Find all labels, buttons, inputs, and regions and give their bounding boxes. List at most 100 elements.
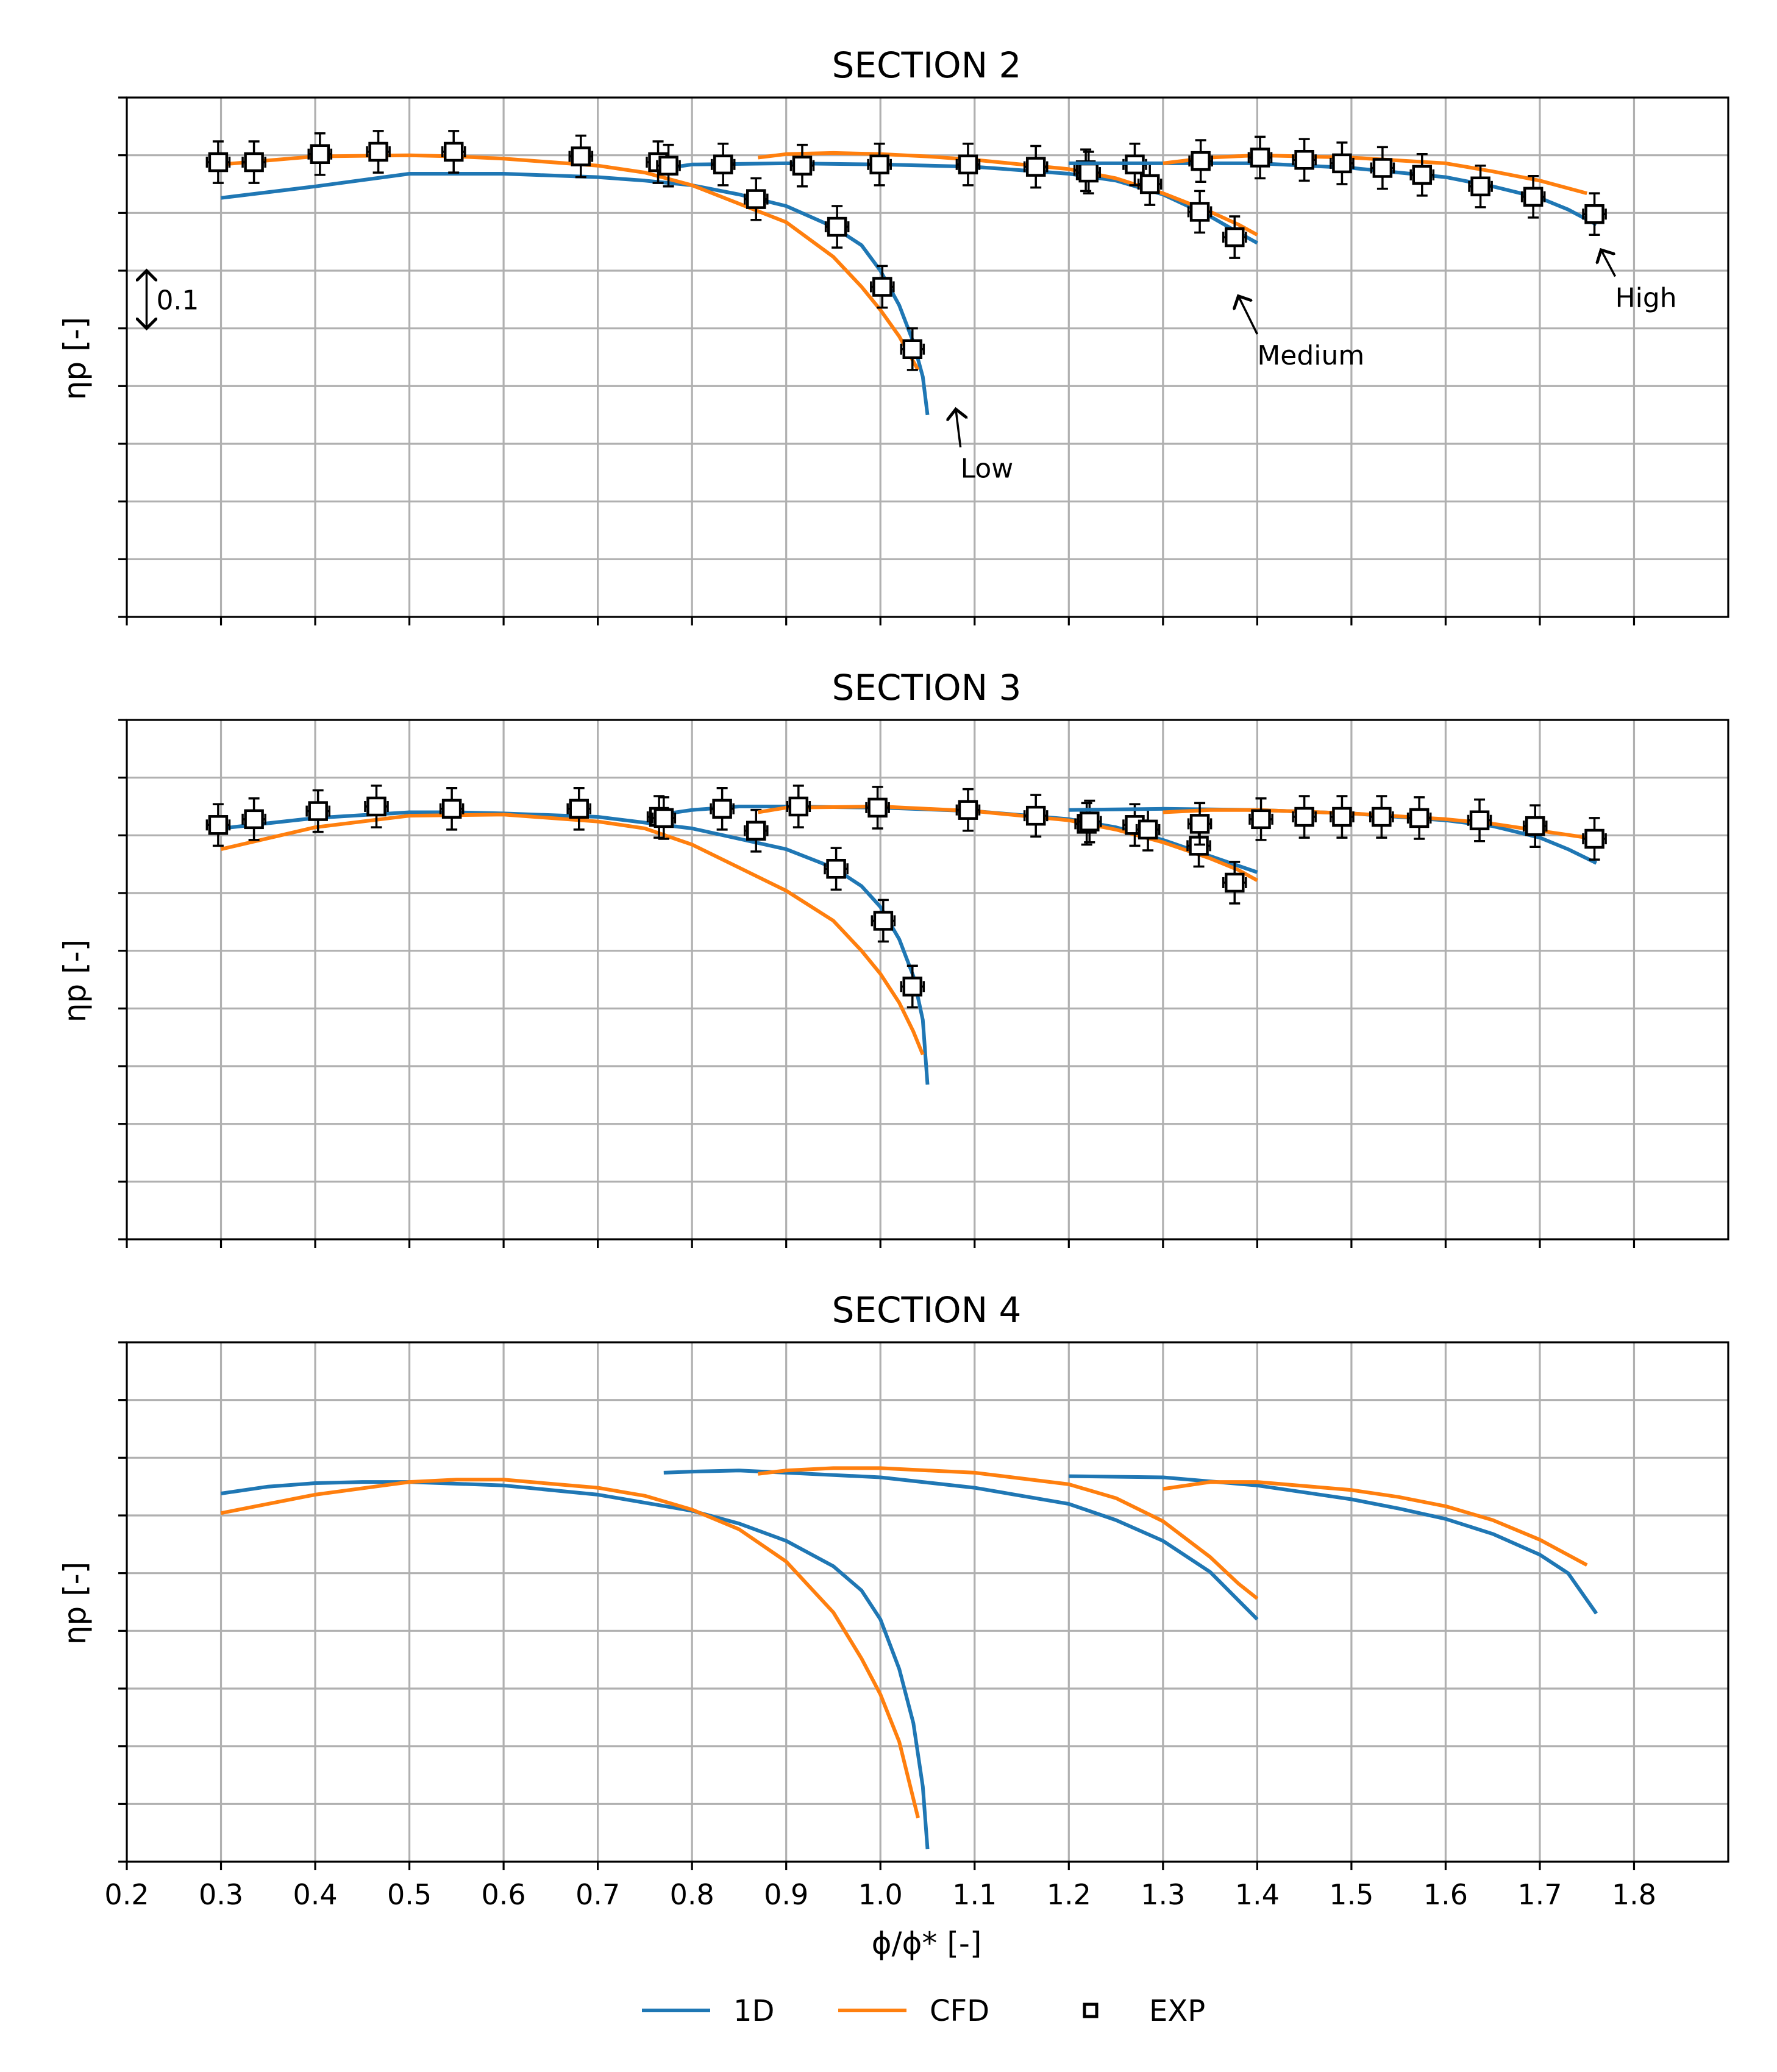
series-layer	[220, 1466, 1598, 1849]
series-line-1d-low	[221, 172, 930, 416]
exp-point-medium	[786, 785, 811, 828]
panel-title: SECTION 3	[832, 667, 1022, 708]
panel-section-4: SECTION 4 ηp [-]	[57, 1289, 1729, 1870]
exp-marker	[1225, 872, 1245, 893]
annotation-layer: 0.1 Low Medium High	[146, 250, 1677, 485]
exp-point-low	[743, 177, 769, 221]
exp-point-medium	[1135, 808, 1161, 852]
series-line-1d-medium	[663, 1469, 1259, 1621]
exp-point-low	[900, 964, 925, 1009]
series-line-1d-high	[1069, 1474, 1598, 1615]
exp-marker	[1294, 149, 1314, 170]
exp-point-low	[824, 847, 849, 891]
exp-marker	[1191, 151, 1211, 171]
legend: 1D CFD EXP	[642, 1994, 1205, 2028]
exp-marker	[713, 154, 733, 175]
exp-point-high	[1520, 174, 1546, 219]
exp-point-medium	[651, 796, 677, 840]
x-tick-label: 1.3	[1141, 1878, 1185, 1911]
y-axis-label: ηp [-]	[57, 317, 93, 400]
grid	[127, 1342, 1728, 1862]
exp-point-medium	[1076, 151, 1102, 194]
x-tick-label: 1.0	[858, 1878, 903, 1911]
exp-marker	[569, 799, 589, 819]
exp-point-low	[568, 134, 594, 179]
exp-marker	[902, 339, 923, 359]
exp-point-medium	[867, 142, 892, 187]
exp-marker	[1412, 165, 1433, 185]
exp-marker	[746, 189, 766, 209]
axes-frame	[126, 719, 1729, 1241]
exp-point-medium	[865, 786, 890, 830]
exp-marker	[244, 152, 264, 173]
x-axis-label: ϕ/ϕ* [-]	[872, 1926, 982, 1961]
grid	[127, 720, 1728, 1239]
exp-marker	[1469, 810, 1490, 830]
exp-point-medium	[1023, 794, 1049, 838]
exp-marker	[308, 801, 328, 821]
x-tick-label: 0.3	[199, 1878, 243, 1911]
series-line-cfd-high	[1163, 1480, 1588, 1567]
exp-point-medium	[955, 788, 981, 832]
exp-point-high	[1467, 798, 1492, 842]
series-line-cfd-high	[1163, 153, 1587, 195]
exp-point-high	[1292, 795, 1317, 839]
x-tick-label: 1.6	[1423, 1878, 1468, 1911]
exp-point-low	[205, 803, 231, 847]
exp-point-low	[743, 808, 769, 853]
exp-point-medium	[1222, 861, 1247, 905]
x-tick-label: 1.8	[1612, 1878, 1656, 1911]
exp-marker	[872, 277, 892, 297]
exp-point-high	[1248, 797, 1273, 841]
exp-marker	[366, 796, 386, 817]
exp-marker	[902, 977, 923, 997]
x-tick-label: 1.2	[1047, 1878, 1091, 1911]
exp-point-high	[1522, 804, 1548, 849]
panel-title: SECTION 2	[832, 45, 1022, 86]
exp-point-medium	[710, 786, 735, 831]
y-axis-label: ηp [-]	[57, 939, 93, 1022]
exp-point-medium	[1187, 190, 1213, 234]
y-axis-label: ηp [-]	[57, 1562, 93, 1645]
exp-point-medium	[955, 142, 981, 187]
x-tick-label: 1.7	[1517, 1878, 1562, 1911]
x-tick-label: 0.8	[670, 1878, 714, 1911]
exp-point-low	[364, 785, 389, 828]
exp-marker	[1251, 809, 1271, 830]
exp-point-low	[439, 786, 465, 831]
exp-point-high	[1330, 795, 1355, 839]
exp-marker	[1409, 808, 1430, 828]
axes	[118, 96, 1729, 625]
exp-marker	[571, 146, 591, 166]
axes	[118, 1341, 1729, 1870]
exp-marker	[443, 141, 464, 162]
series-line-cfd-medium	[757, 1466, 1259, 1600]
annotation-label: Low	[961, 454, 1014, 485]
exp-point-high	[1247, 135, 1273, 180]
exp-point-high	[1468, 164, 1493, 208]
exp-point-high	[1187, 802, 1213, 846]
exp-marker	[441, 799, 462, 819]
exp-marker	[1470, 176, 1490, 197]
exp-marker	[1584, 204, 1604, 224]
x-tick-label: 0.7	[575, 1878, 620, 1911]
exp-point-low	[241, 140, 266, 184]
exp-point-medium	[789, 143, 815, 188]
exp-marker	[244, 809, 264, 830]
exp-marker	[827, 216, 847, 237]
exp-marker	[792, 155, 813, 176]
x-tick-label: 0.6	[482, 1878, 526, 1911]
panel-section-2: SECTION 2 0.1 Low Medium High ηp [-]	[57, 45, 1729, 625]
exp-marker	[208, 152, 229, 173]
exp-point-low	[205, 140, 231, 184]
exp-point-high	[1188, 139, 1213, 183]
x-tick-label: 1.4	[1235, 1878, 1280, 1911]
exp-point-low	[241, 797, 266, 841]
series-line-cfd-low	[220, 813, 925, 1056]
exp-marker	[1250, 148, 1270, 168]
exp-marker	[1078, 162, 1099, 183]
scale-bar-label: 0.1	[156, 285, 199, 316]
exp-marker	[1294, 806, 1314, 827]
exp-marker	[788, 796, 809, 817]
exp-point-medium	[1077, 799, 1102, 844]
